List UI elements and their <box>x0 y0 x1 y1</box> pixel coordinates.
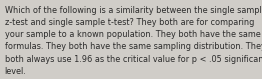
Text: both always use 1.96 as the critical value for p < .05 significance: both always use 1.96 as the critical val… <box>5 55 262 64</box>
Text: formulas. They both have the same sampling distribution. They: formulas. They both have the same sampli… <box>5 42 262 51</box>
Text: z-test and single sample t-test? They both are for comparing: z-test and single sample t-test? They bo… <box>5 18 254 27</box>
Text: your sample to a known population. They both have the same: your sample to a known population. They … <box>5 30 260 39</box>
Text: level.: level. <box>5 67 26 76</box>
Text: Which of the following is a similarity between the single sample: Which of the following is a similarity b… <box>5 6 262 15</box>
